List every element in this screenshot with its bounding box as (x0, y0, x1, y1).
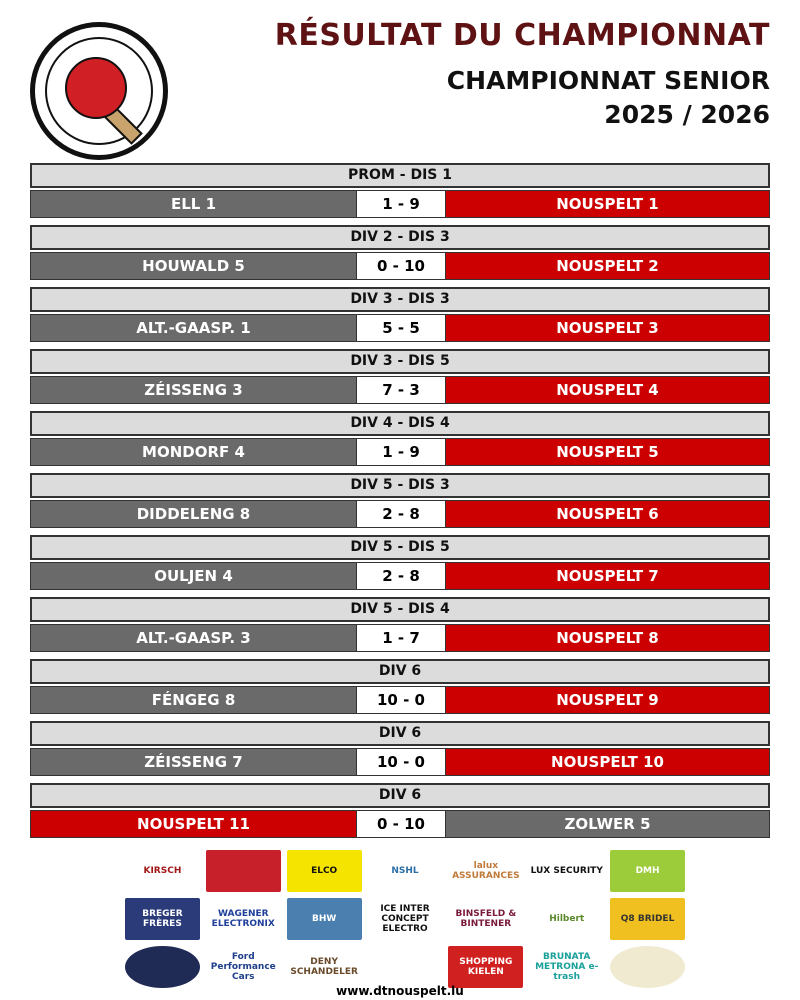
season: 2025 / 2026 (604, 100, 770, 129)
home-team: NOUSPELT 11 (31, 811, 356, 837)
sponsor-logo: SHOPPING KIELEN (448, 946, 524, 988)
match-block: DIV 5 - DIS 3 DIDDELENG 8 2 - 8 NOUSPELT… (30, 473, 770, 529)
sponsor-logo: Ford Performance Cars (205, 946, 281, 988)
sponsor-logo: LUX SECURITY (529, 850, 605, 892)
sponsor-logo (367, 946, 443, 988)
match-score: 2 - 8 (356, 563, 446, 589)
match-block: DIV 6 FÉNGEG 8 10 - 0 NOUSPELT 9 (30, 659, 770, 715)
home-team: FÉNGEG 8 (31, 687, 356, 713)
match-row: ALT.-GAASP. 3 1 - 7 NOUSPELT 8 (30, 624, 770, 652)
sponsor-logo (610, 946, 685, 988)
match-score: 0 - 10 (356, 253, 446, 279)
away-team: NOUSPELT 10 (446, 749, 769, 775)
match-block: DIV 5 - DIS 5 OULJEN 4 2 - 8 NOUSPELT 7 (30, 535, 770, 591)
sponsor-logo: ICE INTER CONCEPT ELECTRO (367, 898, 443, 940)
match-block: PROM - DIS 1 ELL 1 1 - 9 NOUSPELT 1 (30, 163, 770, 219)
page-title: RÉSULTAT DU CHAMPIONNAT (274, 18, 770, 53)
match-block: DIV 5 - DIS 4 ALT.-GAASP. 3 1 - 7 NOUSPE… (30, 597, 770, 653)
match-block: DIV 4 - DIS 4 MONDORF 4 1 - 9 NOUSPELT 5 (30, 411, 770, 467)
match-score: 7 - 3 (356, 377, 446, 403)
match-block: DIV 2 - DIS 3 HOUWALD 5 0 - 10 NOUSPELT … (30, 225, 770, 281)
division-header: DIV 3 - DIS 3 (30, 287, 770, 312)
match-row: FÉNGEG 8 10 - 0 NOUSPELT 9 (30, 686, 770, 714)
division-header: PROM - DIS 1 (30, 163, 770, 188)
away-team: NOUSPELT 1 (446, 191, 769, 217)
sponsor-logo: NSHL (367, 850, 443, 892)
home-team: ALT.-GAASP. 3 (31, 625, 356, 651)
match-score: 0 - 10 (356, 811, 446, 837)
match-row: OULJEN 4 2 - 8 NOUSPELT 7 (30, 562, 770, 590)
sponsor-logo: DMH (610, 850, 685, 892)
sponsor-logo: Hilbert (529, 898, 605, 940)
home-team: HOUWALD 5 (31, 253, 356, 279)
sponsor-logo: BREGER FRÈRES (125, 898, 200, 940)
home-team: ELL 1 (31, 191, 356, 217)
match-row: DIDDELENG 8 2 - 8 NOUSPELT 6 (30, 500, 770, 528)
match-block: DIV 3 - DIS 5 ZÉISSENG 3 7 - 3 NOUSPELT … (30, 349, 770, 405)
home-team: ALT.-GAASP. 1 (31, 315, 356, 341)
website-link[interactable]: www.dtnouspelt.lu (336, 984, 464, 998)
home-team: DIDDELENG 8 (31, 501, 356, 527)
match-block: DIV 6 NOUSPELT 11 0 - 10 ZOLWER 5 (30, 783, 770, 839)
match-row: ZÉISSENG 7 10 - 0 NOUSPELT 10 (30, 748, 770, 776)
match-row: HOUWALD 5 0 - 10 NOUSPELT 2 (30, 252, 770, 280)
away-team: NOUSPELT 4 (446, 377, 769, 403)
club-logo (30, 22, 168, 160)
match-row: MONDORF 4 1 - 9 NOUSPELT 5 (30, 438, 770, 466)
division-header: DIV 4 - DIS 4 (30, 411, 770, 436)
division-header: DIV 5 - DIS 4 (30, 597, 770, 622)
away-team: NOUSPELT 8 (446, 625, 769, 651)
sponsor-logo: BINSFELD & BINTENER (448, 898, 524, 940)
match-row: NOUSPELT 11 0 - 10 ZOLWER 5 (30, 810, 770, 838)
match-row: ZÉISSENG 3 7 - 3 NOUSPELT 4 (30, 376, 770, 404)
sponsor-logo: DENY SCHANDELER (286, 946, 362, 988)
sponsor-grid: KIRSCH ELCO NSHL lalux ASSURANCES LUX SECURI… (125, 850, 685, 988)
sponsor-logo: ELCO (286, 850, 362, 892)
match-block: DIV 6 ZÉISSENG 7 10 - 0 NOUSPELT 10 (30, 721, 770, 777)
match-score: 1 - 7 (356, 625, 446, 651)
match-score: 2 - 8 (356, 501, 446, 527)
away-team: NOUSPELT 6 (446, 501, 769, 527)
division-header: DIV 3 - DIS 5 (30, 349, 770, 374)
match-score: 1 - 9 (356, 191, 446, 217)
away-team: NOUSPELT 2 (446, 253, 769, 279)
sponsor-logo: lalux ASSURANCES (448, 850, 524, 892)
sponsor-logo: BHW (286, 898, 362, 940)
match-score: 1 - 9 (356, 439, 446, 465)
away-team: NOUSPELT 9 (446, 687, 769, 713)
paddle-icon (65, 57, 127, 119)
home-team: MONDORF 4 (31, 439, 356, 465)
sponsor-logo (205, 850, 281, 892)
sponsor-logo (125, 946, 200, 988)
division-header: DIV 6 (30, 721, 770, 746)
match-score: 10 - 0 (356, 687, 446, 713)
match-row: ALT.-GAASP. 1 5 - 5 NOUSPELT 3 (30, 314, 770, 342)
division-header: DIV 6 (30, 659, 770, 684)
logo-ring (45, 37, 153, 145)
home-team: OULJEN 4 (31, 563, 356, 589)
division-header: DIV 5 - DIS 5 (30, 535, 770, 560)
match-score: 5 - 5 (356, 315, 446, 341)
away-team: NOUSPELT 5 (446, 439, 769, 465)
home-team: ZÉISSENG 3 (31, 377, 356, 403)
sponsor-logo: KIRSCH (125, 850, 200, 892)
away-team: ZOLWER 5 (446, 811, 769, 837)
sponsor-logo: Q8 BRIDEL (610, 898, 685, 940)
away-team: NOUSPELT 7 (446, 563, 769, 589)
match-block: DIV 3 - DIS 3 ALT.-GAASP. 1 5 - 5 NOUSPE… (30, 287, 770, 343)
home-team: ZÉISSENG 7 (31, 749, 356, 775)
sponsor-logo: WAGENER ELECTRONIX (205, 898, 281, 940)
away-team: NOUSPELT 3 (446, 315, 769, 341)
match-score: 10 - 0 (356, 749, 446, 775)
division-header: DIV 2 - DIS 3 (30, 225, 770, 250)
division-header: DIV 5 - DIS 3 (30, 473, 770, 498)
division-header: DIV 6 (30, 783, 770, 808)
page-subtitle: CHAMPIONNAT SENIOR (446, 66, 770, 95)
sponsor-logo: BRUNATA METRONA e-trash (529, 946, 605, 988)
match-row: ELL 1 1 - 9 NOUSPELT 1 (30, 190, 770, 218)
